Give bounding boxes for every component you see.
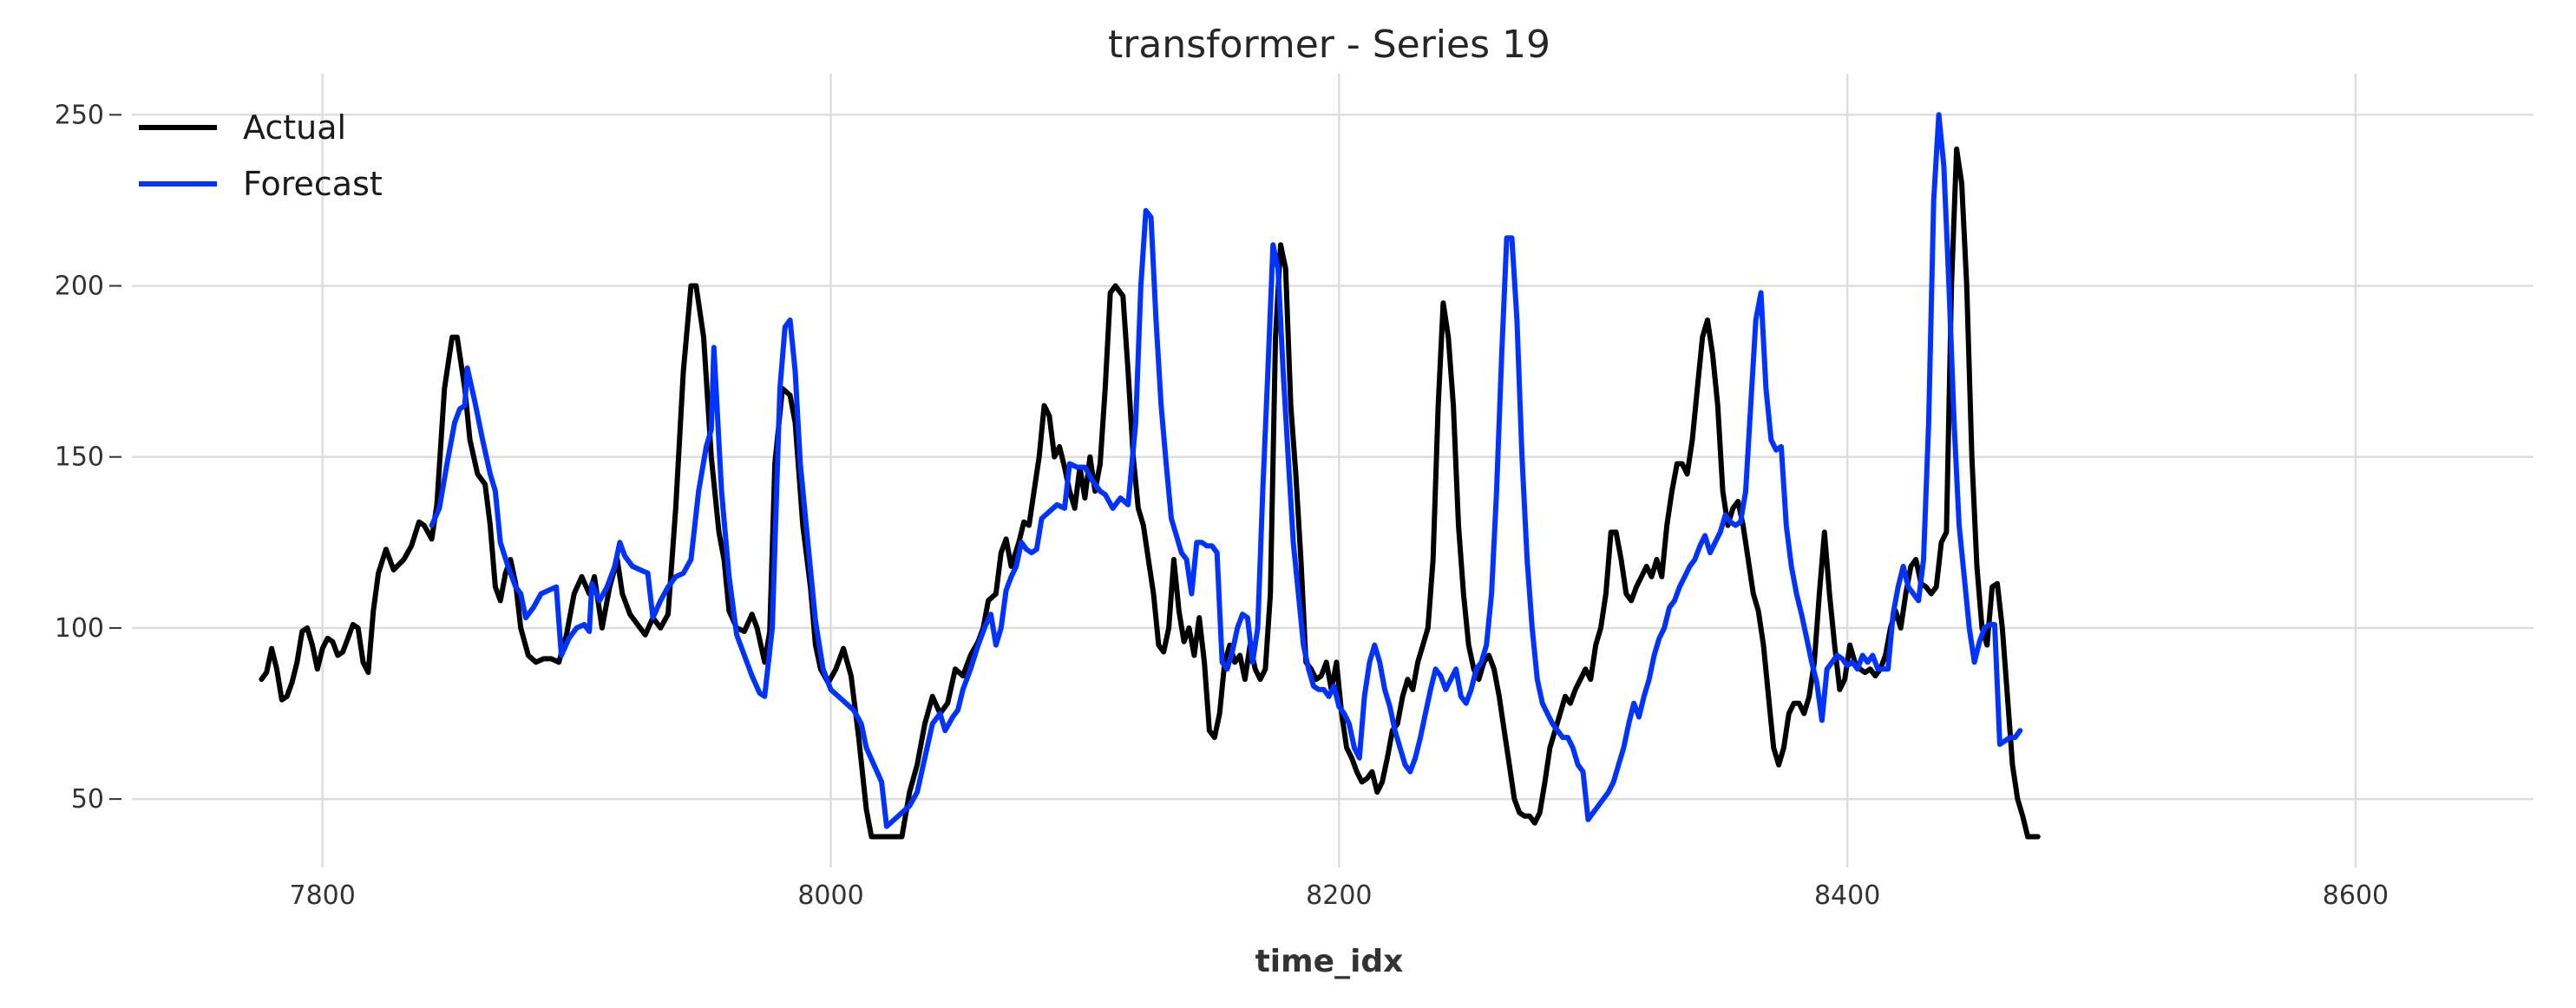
x-tick-label: 8000 xyxy=(797,880,863,911)
y-tick-labels: 50 100 150 200 250 xyxy=(55,100,121,815)
x-tick-label: 8400 xyxy=(1814,880,1880,911)
x-tick-label: 7800 xyxy=(290,880,356,911)
grid-lines xyxy=(132,74,2533,867)
series-line-forecast xyxy=(429,112,2023,829)
x-tick-label: 8600 xyxy=(2323,880,2389,911)
chart-title: transformer - Series 19 xyxy=(1108,23,1550,67)
y-tick-label: 250 xyxy=(55,100,104,130)
y-tick-label: 100 xyxy=(55,613,104,644)
legend-label-actual: Actual xyxy=(243,108,346,147)
x-tick-label: 8200 xyxy=(1306,880,1372,911)
series-layer xyxy=(259,112,2041,840)
legend-label-forecast: Forecast xyxy=(243,165,383,203)
x-axis-label: time_idx xyxy=(1255,944,1404,979)
x-tick-labels: 7800 8000 8200 8400 8600 xyxy=(290,880,2389,911)
y-tick-label: 200 xyxy=(55,272,104,302)
series-line-actual xyxy=(259,146,2041,840)
y-tick-label: 150 xyxy=(55,442,104,473)
y-tick-label: 50 xyxy=(71,784,104,815)
legend: Actual Forecast xyxy=(139,108,383,203)
